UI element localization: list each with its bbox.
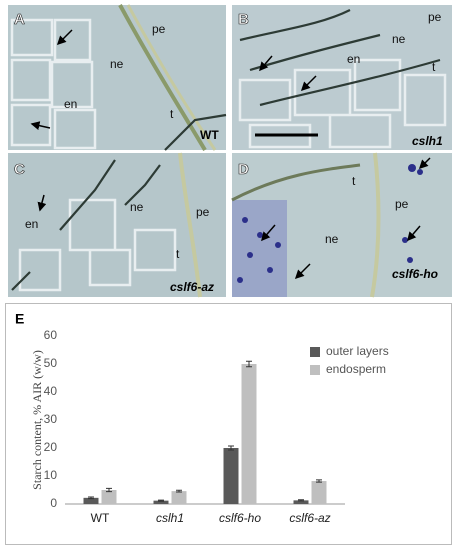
bar: [311, 481, 327, 504]
panel-caption: cslf6-az: [170, 280, 214, 294]
tissue-label: ne: [392, 32, 406, 46]
tissue-label: t: [176, 247, 180, 261]
micrograph-a: [8, 4, 227, 152]
x-tick-label: WT: [91, 511, 110, 525]
panel-caption: WT: [200, 128, 219, 142]
legend-swatch: [310, 347, 320, 357]
error-bar: [246, 360, 252, 368]
error-bar: [176, 489, 182, 493]
legend-label: endosperm: [326, 362, 386, 376]
y-tick-label: 30: [44, 412, 58, 426]
tissue-label: pe: [395, 197, 409, 211]
micrograph-c: [8, 152, 226, 298]
y-axis-label: Starch content, % AIR (w/w): [30, 350, 44, 490]
panel-caption: cslf6-ho: [392, 267, 438, 281]
error-bar: [88, 496, 94, 500]
tissue-label: pe: [152, 22, 166, 36]
panel-letter: A: [14, 11, 25, 28]
legend-label: outer layers: [326, 344, 389, 358]
tissue-label: ne: [110, 57, 124, 71]
tissue-label: ne: [325, 232, 339, 246]
panel-caption: cslh1: [412, 134, 443, 148]
tissue-label: t: [170, 107, 174, 121]
tissue-label: pe: [196, 205, 210, 219]
bar: [171, 491, 187, 504]
error-bar: [158, 499, 164, 502]
error-bar: [228, 445, 234, 451]
micrograph-b: [232, 5, 452, 150]
bar: [241, 364, 257, 504]
error-bar: [316, 479, 322, 483]
micrograph-d: [231, 152, 452, 298]
y-tick-label: 40: [44, 384, 58, 398]
tissue-label: t: [352, 174, 356, 188]
x-tick-label: cslf6-ho: [219, 511, 261, 525]
y-tick-label: 60: [44, 328, 58, 342]
bar: [101, 490, 117, 504]
error-bar: [106, 487, 112, 493]
tissue-label: ne: [130, 200, 144, 214]
chart-frame: [5, 303, 452, 545]
tissue-label: en: [347, 52, 360, 66]
panel-letter: E: [15, 311, 24, 327]
bar: [153, 500, 169, 504]
tissue-label: en: [25, 217, 38, 231]
panel-letter: B: [238, 11, 249, 28]
tissue-label: pe: [428, 10, 442, 24]
x-tick-label: cslf6-az: [289, 511, 330, 525]
y-tick-label: 0: [50, 496, 57, 510]
y-tick-label: 10: [44, 468, 58, 482]
legend-swatch: [310, 365, 320, 375]
bar: [83, 497, 99, 504]
tissue-label: en: [64, 97, 77, 111]
bar: [223, 448, 239, 504]
panel-letter: D: [238, 161, 249, 178]
panel-letter: C: [14, 161, 25, 178]
bar: [293, 500, 309, 504]
x-tick-label: cslh1: [156, 511, 184, 525]
error-bar: [298, 499, 304, 502]
tissue-label: t: [432, 60, 436, 74]
y-tick-label: 20: [44, 440, 58, 454]
y-tick-label: 50: [44, 356, 58, 370]
